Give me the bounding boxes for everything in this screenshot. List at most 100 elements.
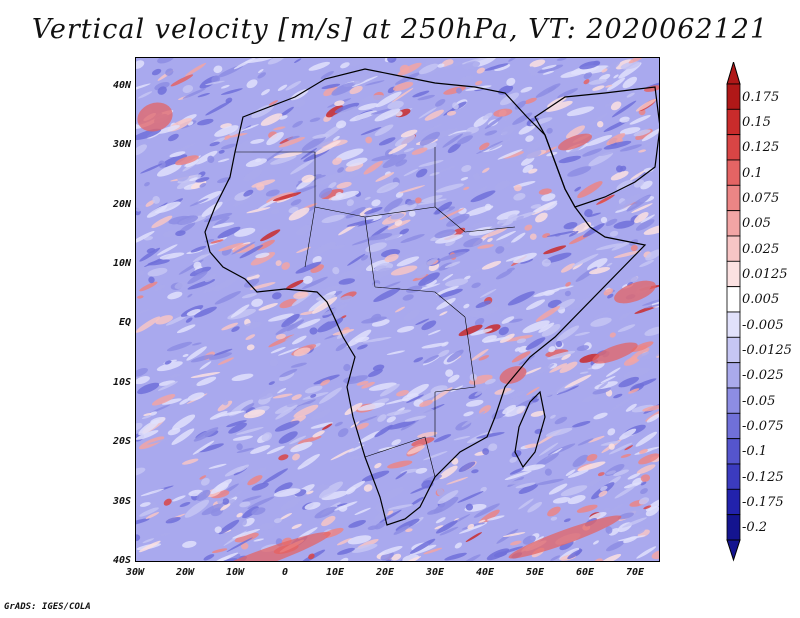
field-patch bbox=[156, 163, 182, 177]
field-patch bbox=[447, 374, 460, 383]
field-patch bbox=[525, 299, 546, 311]
field-patch bbox=[145, 512, 160, 519]
field-patch bbox=[154, 81, 170, 91]
field-patch bbox=[434, 525, 444, 530]
field-patch bbox=[225, 490, 243, 502]
field-patch bbox=[580, 188, 607, 204]
field-patch bbox=[193, 261, 202, 269]
colorbar-swatch bbox=[726, 362, 741, 389]
field-patch bbox=[642, 404, 660, 412]
field-patch bbox=[435, 98, 446, 107]
field-patch bbox=[546, 261, 567, 268]
field-patch bbox=[613, 220, 635, 229]
field-patch bbox=[572, 253, 599, 267]
field-patch bbox=[363, 160, 383, 175]
field-patch bbox=[438, 465, 458, 480]
lon-tick-label: 50E bbox=[525, 567, 545, 578]
field-patch bbox=[610, 171, 629, 181]
field-patch bbox=[461, 411, 486, 428]
map-frame bbox=[135, 57, 660, 562]
field-patch bbox=[423, 547, 443, 555]
field-patch bbox=[231, 241, 256, 255]
field-patch bbox=[279, 115, 288, 120]
field-patch bbox=[572, 454, 589, 468]
field-patch bbox=[285, 333, 298, 341]
field-patch bbox=[376, 182, 400, 194]
field-patch bbox=[195, 177, 210, 183]
field-patch bbox=[502, 404, 517, 415]
field-patch bbox=[268, 313, 294, 322]
field-patch bbox=[579, 371, 589, 374]
field-patch bbox=[233, 57, 257, 70]
field-patch bbox=[582, 148, 603, 157]
field-patch bbox=[190, 245, 207, 253]
field-patch bbox=[418, 63, 439, 75]
field-patch bbox=[230, 304, 250, 318]
field-patch bbox=[620, 61, 641, 70]
field-patch bbox=[535, 478, 564, 486]
field-patch bbox=[633, 129, 651, 137]
field-patch bbox=[478, 286, 486, 291]
field-patch bbox=[465, 532, 482, 543]
field-patch bbox=[611, 100, 637, 118]
field-patch bbox=[321, 214, 345, 223]
field-patch bbox=[365, 136, 373, 144]
field-patch bbox=[269, 359, 279, 367]
field-patch bbox=[543, 245, 567, 255]
field-patch bbox=[564, 290, 571, 297]
field-patch bbox=[292, 453, 300, 461]
field-patch bbox=[460, 177, 469, 181]
field-patch bbox=[345, 206, 366, 219]
field-patch bbox=[439, 208, 465, 220]
lon-tick-label: 60E bbox=[575, 567, 595, 578]
field-patch bbox=[158, 160, 166, 169]
field-patch bbox=[207, 155, 215, 163]
field-patch bbox=[208, 463, 227, 469]
field-patch bbox=[555, 340, 563, 348]
field-patch bbox=[147, 259, 170, 266]
field-patch bbox=[421, 342, 447, 349]
field-patch bbox=[222, 399, 229, 406]
field-patch bbox=[293, 404, 319, 418]
field-patch bbox=[278, 106, 294, 118]
field-patch bbox=[155, 284, 165, 292]
field-patch bbox=[608, 442, 633, 455]
field-patch bbox=[335, 192, 343, 199]
field-patch bbox=[278, 454, 289, 461]
field-patch bbox=[502, 115, 511, 121]
field-patch bbox=[544, 252, 572, 263]
field-patch bbox=[309, 327, 318, 335]
field-patch bbox=[396, 390, 409, 397]
field-patch bbox=[606, 133, 626, 146]
field-patch bbox=[593, 309, 611, 319]
field-patch bbox=[461, 554, 481, 562]
field-patch bbox=[371, 319, 390, 327]
field-patch bbox=[274, 482, 293, 494]
field-patch bbox=[166, 341, 193, 352]
field-patch bbox=[417, 94, 435, 101]
field-patch bbox=[135, 309, 150, 320]
field-patch bbox=[274, 420, 300, 432]
field-patch bbox=[643, 224, 660, 235]
field-patch bbox=[475, 300, 492, 308]
field-patch bbox=[314, 506, 337, 519]
field-patch bbox=[139, 507, 159, 517]
field-patch bbox=[437, 63, 445, 68]
field-patch bbox=[286, 319, 305, 332]
field-patch bbox=[281, 313, 300, 328]
field-patch bbox=[165, 68, 174, 76]
field-patch bbox=[218, 149, 225, 154]
field-patch bbox=[185, 159, 199, 168]
field-patch bbox=[270, 155, 297, 165]
field-patch bbox=[320, 71, 334, 79]
field-patch bbox=[308, 61, 331, 71]
field-patch bbox=[588, 151, 614, 167]
field-patch bbox=[149, 411, 158, 416]
field-patch bbox=[434, 201, 453, 215]
field-patch bbox=[224, 465, 245, 477]
madagascar-coastline bbox=[514, 390, 546, 469]
field-patch bbox=[453, 435, 471, 441]
field-patch bbox=[525, 337, 546, 350]
field-patch bbox=[547, 350, 576, 360]
field-patch bbox=[435, 234, 463, 244]
